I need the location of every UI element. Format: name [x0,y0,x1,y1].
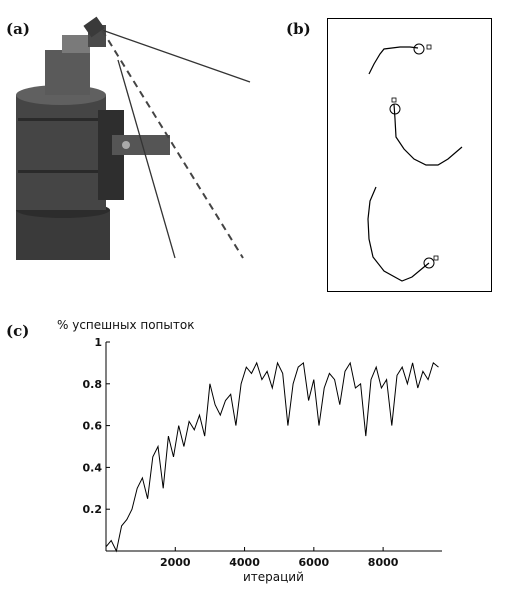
target-marker-3 [433,255,439,261]
x-axis-title: итераций [243,570,304,584]
gripper [112,135,170,155]
gripper-marker-3 [423,257,435,269]
trajectory-plot [367,43,463,282]
y-tick-label: 0.4 [83,461,103,474]
y-tick-label: 1 [94,336,102,349]
y-tick-label: 0.8 [83,378,103,391]
x-tick-label: 8000 [368,556,399,569]
y-axis-title: % успешных попыток [57,318,195,332]
gripper-marker-2 [389,103,401,115]
success-rate-line [105,361,439,553]
gripper-marker-1 [413,43,425,55]
robot-photo [16,16,251,260]
target-marker-2 [391,97,397,103]
panel-label-c: (c) [6,322,30,340]
panel-label-a: (a) [6,20,30,38]
x-tick-label: 6000 [299,556,330,569]
trajectory-3 [367,186,430,282]
trajectory-2 [393,103,463,166]
x-tick-label: 4000 [229,556,260,569]
trajectory-panel [327,18,492,292]
robot-top [45,50,90,95]
success-rate-chart: 0.2 0.4 0.6 0.8 1 2000 4000 6000 8000 [83,336,442,569]
y-tick-label: 0.2 [83,503,103,516]
panel-label-b: (b) [286,20,311,38]
trajectory-1 [368,46,419,75]
robot-base [16,210,110,260]
target-marker-1 [426,44,432,50]
x-tick-label: 2000 [160,556,191,569]
robot-body [16,95,106,210]
y-tick-label: 0.6 [83,420,103,433]
